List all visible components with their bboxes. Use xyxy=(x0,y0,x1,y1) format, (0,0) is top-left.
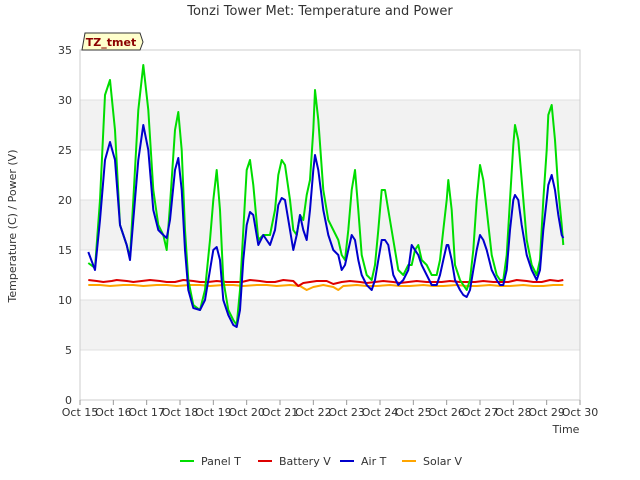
x-tick-label: Oct 19 xyxy=(195,406,232,419)
legend-label: Battery V xyxy=(279,455,331,468)
series-line-solar-v xyxy=(88,284,564,291)
badge-shape xyxy=(81,32,144,51)
x-axis-label: Time xyxy=(552,423,580,436)
x-tick-label: Oct 22 xyxy=(295,406,332,419)
x-tick-label: Oct 16 xyxy=(95,406,132,419)
x-tick-label: Oct 18 xyxy=(162,406,199,419)
y-tick-label: 10 xyxy=(58,294,72,307)
x-tick-label: Oct 30 xyxy=(562,406,599,419)
x-tick-label: Oct 24 xyxy=(362,406,399,419)
y-tick-label: 25 xyxy=(58,144,72,157)
y-tick-label: 0 xyxy=(65,394,72,407)
x-tick-label: Oct 20 xyxy=(228,406,265,419)
x-tick-label: Oct 21 xyxy=(262,406,299,419)
y-axis-ticks: 0 5 10 15 20 25 30 35 xyxy=(58,44,72,407)
chart-title: Tonzi Tower Met: Temperature and Power xyxy=(186,4,453,19)
x-tick-label: Oct 28 xyxy=(495,406,532,419)
x-tick-label: Oct 17 xyxy=(128,406,165,419)
series-lines xyxy=(87,64,565,328)
x-tick-label: Oct 25 xyxy=(395,406,432,419)
series-line-panel-t xyxy=(87,64,565,326)
y-tick-label: 30 xyxy=(58,94,72,107)
series-line-battery-v xyxy=(88,279,564,287)
legend-label: Air T xyxy=(361,455,387,468)
background-band xyxy=(80,100,580,150)
legend: Panel T Battery V Air T Solar V xyxy=(180,455,463,468)
x-tick-label: Oct 23 xyxy=(328,406,365,419)
y-tick-label: 5 xyxy=(65,344,72,357)
legend-label: Panel T xyxy=(201,455,241,468)
series-line-air-t xyxy=(87,124,565,328)
legend-label: Solar V xyxy=(423,455,463,468)
x-tick-label: Oct 29 xyxy=(528,406,565,419)
x-tick-label: Oct 15 xyxy=(62,406,99,419)
x-tick-label: Oct 27 xyxy=(462,406,499,419)
background-band xyxy=(80,300,580,350)
dataset-badge: TZ_tmet xyxy=(81,32,144,51)
y-tick-label: 35 xyxy=(58,44,72,57)
y-tick-label: 15 xyxy=(58,244,72,257)
y-axis-label: Temperature (C) / Power (V) xyxy=(6,149,19,303)
badge-label: TZ_tmet xyxy=(86,36,136,49)
plot-frame xyxy=(79,49,581,401)
y-tick-label: 20 xyxy=(58,194,72,207)
x-tick-label: Oct 26 xyxy=(428,406,465,419)
